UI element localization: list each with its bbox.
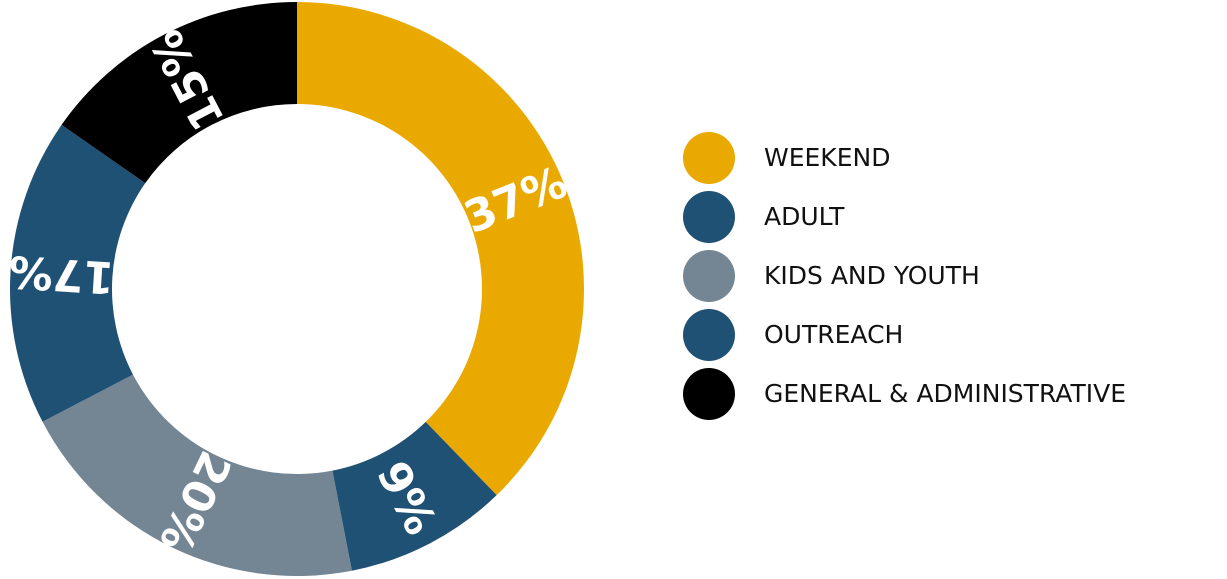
legend-item-kids-and-youth: KIDS AND YOUTH xyxy=(683,246,1126,305)
legend-item-weekend: WEEKEND xyxy=(683,128,1126,187)
legend-swatch xyxy=(683,249,735,302)
legend-label: GENERAL & ADMINISTRATIVE xyxy=(764,379,1127,408)
donut-slice-kids-and-youth xyxy=(42,374,352,576)
chart-legend: WEEKEND ADULT KIDS AND YOUTH OUTREACH GE… xyxy=(683,128,1126,423)
legend-item-adult: ADULT xyxy=(683,187,1126,246)
legend-item-outreach: OUTREACH xyxy=(683,305,1126,364)
legend-swatch xyxy=(683,308,735,361)
donut-slice-weekend xyxy=(297,2,584,496)
slice-label-outreach: 17% xyxy=(7,245,115,303)
donut-slice-outreach xyxy=(10,124,146,422)
donut-slice-general-administrative xyxy=(61,2,297,184)
legend-swatch xyxy=(683,131,735,184)
legend-swatch xyxy=(683,190,735,243)
legend-label: ADULT xyxy=(764,202,845,231)
legend-label: WEEKEND xyxy=(764,143,891,172)
legend-item-general-administrative: GENERAL & ADMINISTRATIVE xyxy=(683,364,1126,423)
donut-slice-adult xyxy=(332,421,497,571)
legend-swatch xyxy=(683,367,735,420)
donut-chart: 37%9%20%17%15% xyxy=(7,2,584,576)
legend-label: KIDS AND YOUTH xyxy=(764,261,980,290)
legend-label: OUTREACH xyxy=(764,320,904,349)
